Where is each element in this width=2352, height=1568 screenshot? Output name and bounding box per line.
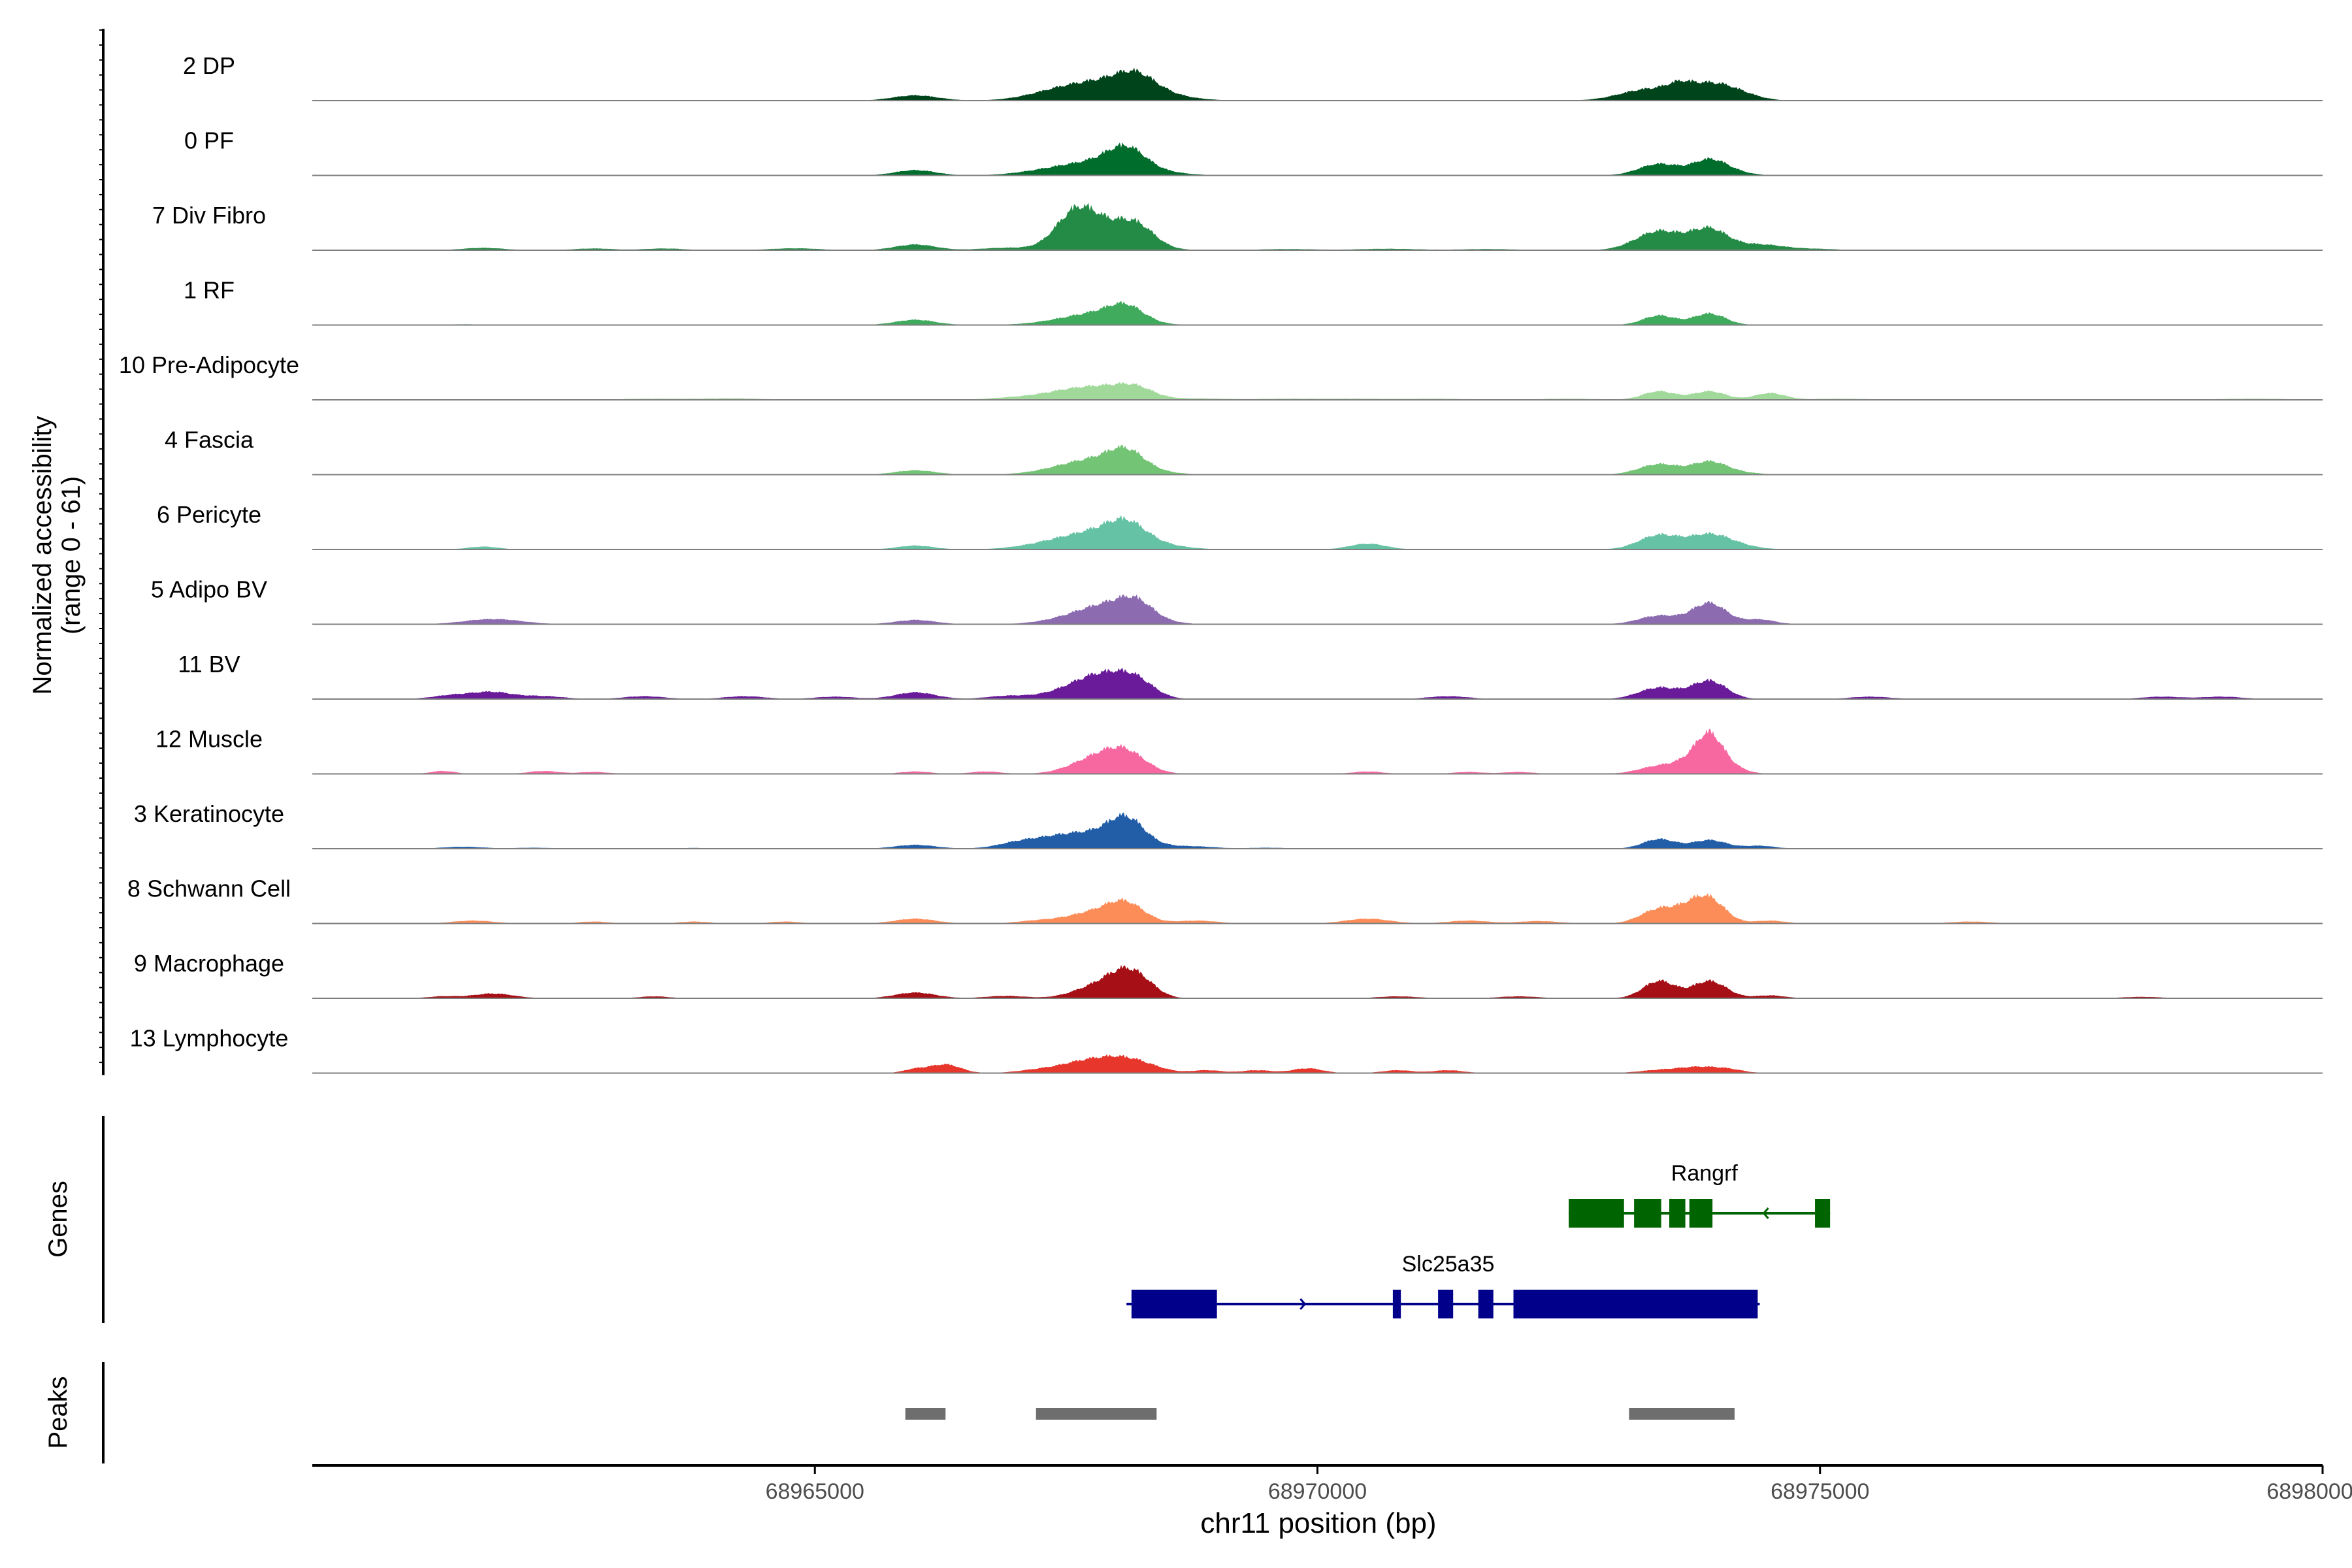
track-area (312, 203, 2323, 250)
track-area (312, 515, 2323, 549)
strand-arrow (1762, 1207, 1769, 1219)
gene-exon (1815, 1199, 1831, 1228)
track-8: 5 Adipo BV (151, 576, 2323, 625)
track-2: 0 PF (184, 127, 2323, 176)
gene-exon (1569, 1199, 1624, 1228)
track-label: 8 Schwann Cell (127, 875, 291, 902)
track-label: 6 Pericyte (157, 501, 261, 528)
track-label: 2 DP (183, 52, 235, 79)
gene-rangrf: Rangrf (1569, 1161, 1831, 1228)
x-axis-title: chr11 position (bp) (1200, 1507, 1436, 1539)
gene-exon (1131, 1290, 1217, 1318)
track-label: 5 Adipo BV (151, 576, 267, 603)
peak-regions (905, 1408, 1735, 1420)
track-label: 12 Muscle (155, 726, 263, 753)
x-tick-label: 68980000 (2266, 1479, 2352, 1504)
track-9: 11 BV (178, 651, 2323, 700)
track-12: 8 Schwann Cell (127, 875, 2323, 924)
peaks-panel: Peaks (44, 1362, 1735, 1463)
coverage-tracks: 2 DP 0 PF 7 Div Fibro 1 RF 10 Pre-Adipocyte 4… (119, 52, 2323, 1074)
track-label: 9 Macrophage (134, 950, 284, 977)
peaks-axis-label: Peaks (44, 1376, 73, 1448)
gene-exon (1634, 1199, 1661, 1228)
track-area (312, 595, 2323, 625)
gene-slc25a35: Slc25a35 (1126, 1252, 1760, 1318)
x-tick-label: 68970000 (1268, 1479, 1367, 1504)
track-label: 11 BV (178, 651, 240, 678)
track-area (312, 668, 2323, 699)
track-area (312, 301, 2323, 325)
gene-label: Slc25a35 (1402, 1252, 1495, 1277)
genes-panel: Genes Rangrf Slc25a35 (44, 1116, 1831, 1323)
track-area (312, 444, 2323, 475)
track-13: 9 Macrophage (134, 950, 2323, 999)
genes-axis-label: Genes (44, 1181, 73, 1258)
track-area (312, 142, 2323, 176)
track-14: 13 Lymphocyte (130, 1025, 2323, 1074)
gene-exon (1669, 1199, 1686, 1228)
track-label: 3 Keratinocyte (134, 800, 284, 827)
y-axis-label-line1: Normalized accessibility (28, 416, 57, 695)
track-4: 1 RF (184, 277, 2323, 326)
track-3: 7 Div Fibro (152, 202, 2323, 251)
peak-region (1036, 1408, 1157, 1420)
peak-region (905, 1408, 946, 1420)
x-ticks: 68965000 68970000 68975000 68980000 (766, 1465, 2352, 1504)
gene-exon (1478, 1290, 1494, 1318)
track-label: 7 Div Fibro (152, 202, 266, 229)
peak-region (1629, 1408, 1735, 1420)
track-label: 10 Pre-Adipocyte (119, 351, 299, 378)
gene-models: Rangrf Slc25a35 (1126, 1161, 1831, 1318)
gene-exon (1689, 1199, 1713, 1228)
track-7: 6 Pericyte (157, 501, 2323, 550)
gene-exon (1392, 1290, 1401, 1318)
track-label: 4 Fascia (165, 427, 254, 453)
track-label: 1 RF (184, 277, 235, 304)
gene-label: Rangrf (1671, 1161, 1739, 1186)
track-area (312, 382, 2323, 400)
track-1: 2 DP (183, 52, 2323, 101)
track-area (312, 892, 2323, 924)
x-tick-label: 68975000 (1771, 1479, 1869, 1504)
track-label: 0 PF (184, 127, 234, 154)
strand-arrow (1299, 1298, 1307, 1310)
track-10: 12 Muscle (155, 726, 2323, 775)
track-6: 4 Fascia (165, 427, 2323, 476)
track-area (312, 67, 2323, 101)
genomic-x-axis: 68965000 68970000 68975000 68980000 chr11 p… (312, 1464, 2352, 1539)
track-area (312, 964, 2323, 998)
track-area (312, 1054, 2323, 1073)
track-5: 10 Pre-Adipocyte (119, 351, 2323, 400)
track-area (312, 812, 2323, 849)
gene-exon (1438, 1290, 1454, 1318)
gene-exon (1513, 1290, 1758, 1318)
x-tick-label: 68965000 (766, 1479, 864, 1504)
y-axis-label-line2: (range 0 - 61) (57, 476, 86, 634)
track-11: 3 Keratinocyte (134, 800, 2323, 849)
track-area (312, 728, 2323, 774)
track-label: 13 Lymphocyte (130, 1025, 289, 1052)
accessibility-y-axis (99, 29, 105, 1075)
